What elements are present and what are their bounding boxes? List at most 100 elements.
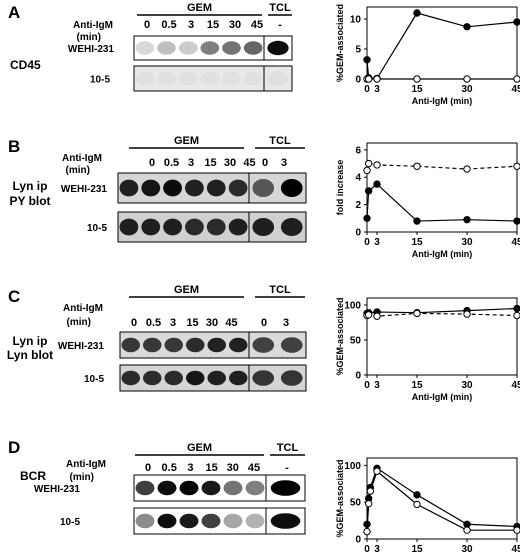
- gem-lane-label: 3: [187, 462, 193, 474]
- panel-side-label: PY blot: [9, 194, 50, 208]
- x-tick-label: 45: [511, 237, 520, 248]
- blot-row-label: 10-5: [84, 374, 104, 385]
- plot-frame: [366, 457, 518, 540]
- series-line: [366, 307, 518, 314]
- data-point: [363, 166, 371, 175]
- blot-band: [179, 480, 199, 496]
- gem-header: GEM: [187, 442, 212, 454]
- series-line: [366, 312, 518, 317]
- x-tick-label: 3: [374, 237, 380, 248]
- gem-lane-label: 0: [145, 462, 151, 474]
- x-tick-label: 45: [511, 84, 520, 95]
- x-tick-label: 45: [511, 380, 520, 391]
- data-point: [513, 18, 520, 26]
- gem-lane-label: 45: [225, 317, 237, 329]
- blot-band: [201, 480, 221, 496]
- blot-strip: [133, 65, 293, 92]
- y-tick-label: 0: [355, 371, 361, 382]
- gem-lane-label: 0: [144, 19, 150, 31]
- gem-lane-label: 45: [248, 462, 260, 474]
- blot-band: [143, 337, 162, 353]
- gem-header: GEM: [187, 2, 212, 14]
- gem-lane-label: 0: [131, 317, 137, 329]
- gem-lane-label: 0.5: [164, 157, 179, 169]
- data-point: [513, 304, 520, 313]
- data-point: [373, 161, 381, 169]
- blot-row: 10-5: [60, 507, 306, 535]
- treatment-unit: (min): [70, 472, 94, 483]
- x-tick-label: 3: [374, 380, 380, 391]
- blot-row-label: 10-5: [87, 223, 107, 234]
- data-point: [364, 159, 373, 168]
- blot-band: [164, 337, 183, 353]
- blot-row-label: WEHI-231: [34, 484, 81, 495]
- blot-band: [245, 513, 265, 529]
- series-filled: [363, 9, 520, 83]
- blot-band: [121, 370, 140, 386]
- blot-row: WEHI-231: [58, 331, 307, 359]
- x-tick-label: 0: [364, 237, 370, 248]
- tcl-lane-label: 0: [261, 317, 267, 329]
- blot-row: 10-5: [90, 65, 293, 92]
- data-point: [373, 467, 381, 475]
- x-axis-title: Anti-IgM (min): [412, 392, 472, 402]
- series-filled: [363, 180, 520, 225]
- series-open: [363, 75, 520, 83]
- tcl-header: TCL: [269, 135, 291, 147]
- blot-band: [267, 40, 289, 56]
- blot-band: [185, 179, 204, 197]
- blot-band: [206, 218, 226, 236]
- x-axis-title: Anti-IgM (min): [412, 96, 472, 106]
- blot-band: [229, 370, 248, 386]
- y-tick-label: 0: [355, 228, 361, 239]
- data-point: [363, 214, 371, 223]
- treatment-label: Anti-IgM: [63, 303, 103, 314]
- blot-row: WEHI-231: [68, 35, 293, 61]
- y-tick-label: 0: [355, 75, 361, 86]
- data-point: [513, 217, 520, 225]
- blot-band: [179, 513, 199, 529]
- blot-band: [252, 370, 275, 386]
- blot-band: [135, 41, 155, 55]
- blot-band: [186, 370, 205, 386]
- panel-letter: D: [8, 438, 20, 457]
- y-tick-label: 6: [355, 145, 361, 156]
- y-axis-title: %GEM-associated: [335, 297, 345, 375]
- gem-lane-label: 15: [204, 157, 216, 169]
- y-tick-label: 0: [355, 535, 361, 546]
- blot-band: [157, 513, 177, 529]
- blot-band: [228, 179, 248, 197]
- blot-band: [244, 72, 263, 86]
- tcl-header: TCL: [269, 2, 291, 14]
- blot-band: [223, 480, 243, 496]
- tcl-lane-label: -: [285, 462, 289, 474]
- y-tick-label: 4: [355, 173, 361, 184]
- gem-lane-label: 0.5: [162, 462, 177, 474]
- blot-band: [178, 41, 198, 55]
- blot-band: [201, 72, 220, 86]
- blot-band: [280, 370, 303, 386]
- x-tick-label: 30: [461, 544, 473, 555]
- y-tick-label: 100: [344, 461, 361, 472]
- gem-lane-label: 3: [188, 157, 194, 169]
- data-point: [413, 217, 421, 225]
- treatment-label: Anti-IgM: [73, 20, 113, 31]
- treatment-label: Anti-IgM: [62, 153, 102, 164]
- data-point: [363, 56, 371, 64]
- x-tick-label: 15: [411, 544, 423, 555]
- blot-band: [252, 337, 275, 353]
- plot-frame: [366, 297, 518, 376]
- y-axis-title: %GEM-associated: [335, 4, 345, 82]
- gem-header: GEM: [174, 284, 199, 296]
- blot-band: [141, 218, 161, 236]
- blot-band: [185, 218, 204, 236]
- blot-band: [119, 218, 139, 236]
- y-axis-title: fold increase: [335, 160, 345, 216]
- x-tick-label: 15: [411, 380, 423, 391]
- blot-band: [222, 72, 241, 86]
- blot-row-label: WEHI-231: [68, 44, 115, 55]
